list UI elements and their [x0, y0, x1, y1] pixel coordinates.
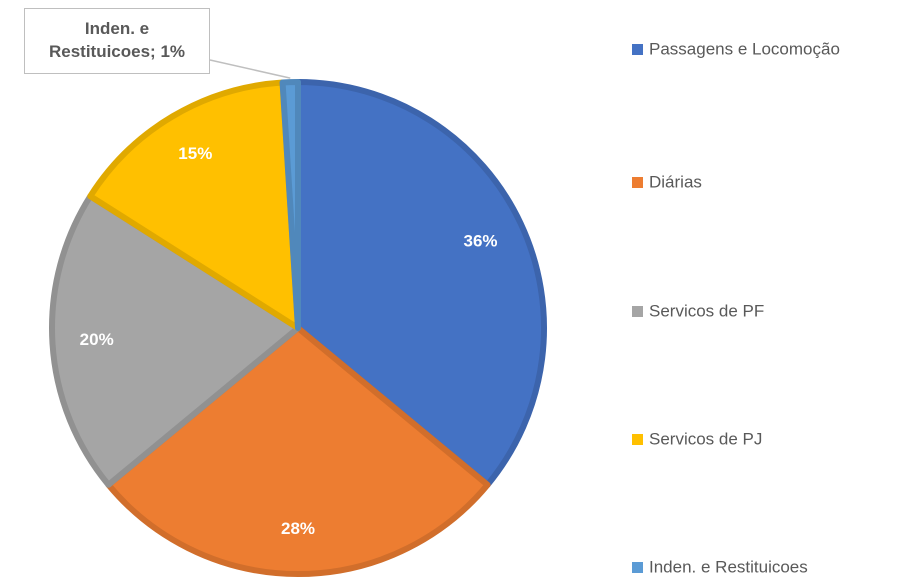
legend-label: Servicos de PF: [649, 301, 764, 320]
pie-slice: [87, 79, 301, 331]
legend-swatch: [632, 44, 643, 55]
legend-swatch: [632, 306, 643, 317]
pie-slice: [279, 79, 301, 331]
data-label: 36%: [464, 232, 498, 251]
legend-swatch: [632, 562, 643, 573]
pie-slice: [49, 193, 301, 488]
data-label: Inden. e Restituicoes; 1%: [24, 8, 210, 74]
leader-line: [209, 59, 291, 79]
data-label: 15%: [178, 144, 212, 163]
pie-slice: [105, 325, 491, 577]
legend-swatch: [632, 434, 643, 445]
pie-slice: [295, 79, 547, 488]
legend-label: Servicos de PJ: [649, 429, 762, 448]
legend-label: Inden. e Restituicoes: [649, 557, 808, 576]
data-label: 28%: [281, 519, 315, 538]
legend-swatch: [632, 177, 643, 188]
legend-label: Diárias: [649, 172, 702, 191]
legend-label: Passagens e Locomoção: [649, 39, 840, 58]
data-label: 20%: [80, 330, 114, 349]
